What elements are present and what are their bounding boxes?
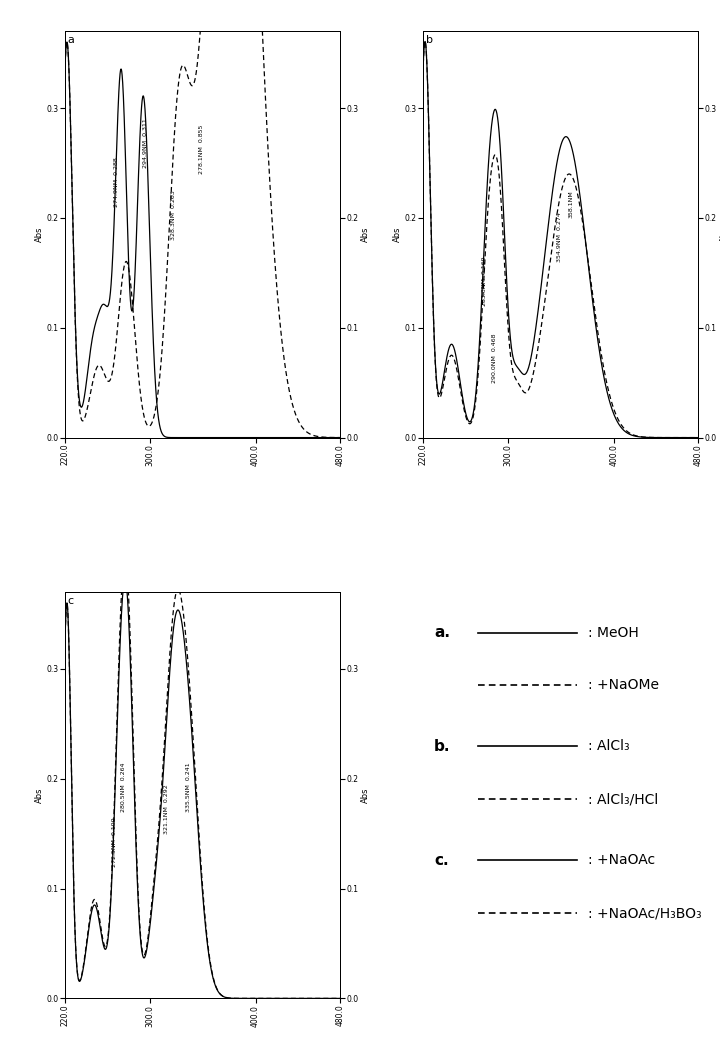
Text: 294.9NM  0.311: 294.9NM 0.311 <box>143 119 148 168</box>
Text: 272.5NM  0.199: 272.5NM 0.199 <box>112 816 117 866</box>
Text: a: a <box>68 35 74 46</box>
Y-axis label: Abs: Abs <box>35 227 44 242</box>
Text: 283.3NM  0.169: 283.3NM 0.169 <box>482 256 487 306</box>
Text: : AlCl₃: : AlCl₃ <box>588 739 630 753</box>
Text: 278.1NM  0.855: 278.1NM 0.855 <box>199 125 204 174</box>
Text: 335.5NM  0.241: 335.5NM 0.241 <box>186 762 192 811</box>
Text: 354.9NM  0.274: 354.9NM 0.274 <box>557 212 562 262</box>
Text: : MeOH: : MeOH <box>588 626 639 640</box>
Text: : AlCl₃/HCl: : AlCl₃/HCl <box>588 792 659 806</box>
Text: : +NaOMe: : +NaOMe <box>588 678 660 693</box>
Text: c.: c. <box>434 853 449 867</box>
Text: c: c <box>68 596 73 606</box>
Text: 290.0NM  0.468: 290.0NM 0.468 <box>492 333 498 383</box>
Y-axis label: Abs: Abs <box>393 227 402 242</box>
Text: 274.9NM  0.288: 274.9NM 0.288 <box>114 157 120 207</box>
Y-axis label: Abs: Abs <box>35 787 44 803</box>
Text: b: b <box>426 35 433 46</box>
Text: b.: b. <box>434 739 451 754</box>
Text: 280.5NM  0.264: 280.5NM 0.264 <box>120 762 125 811</box>
Text: 358.1NM: 358.1NM <box>569 190 574 218</box>
Text: 328.3NM  0.263: 328.3NM 0.263 <box>171 190 176 240</box>
Y-axis label: Abs: Abs <box>361 787 370 803</box>
Text: : +NaOAc/H₃BO₃: : +NaOAc/H₃BO₃ <box>588 906 702 920</box>
Y-axis label: Abs: Abs <box>361 227 370 242</box>
Text: : +NaOAc: : +NaOAc <box>588 853 655 867</box>
Text: 321.1NM  0.292: 321.1NM 0.292 <box>164 784 169 834</box>
Text: a.: a. <box>434 625 450 641</box>
